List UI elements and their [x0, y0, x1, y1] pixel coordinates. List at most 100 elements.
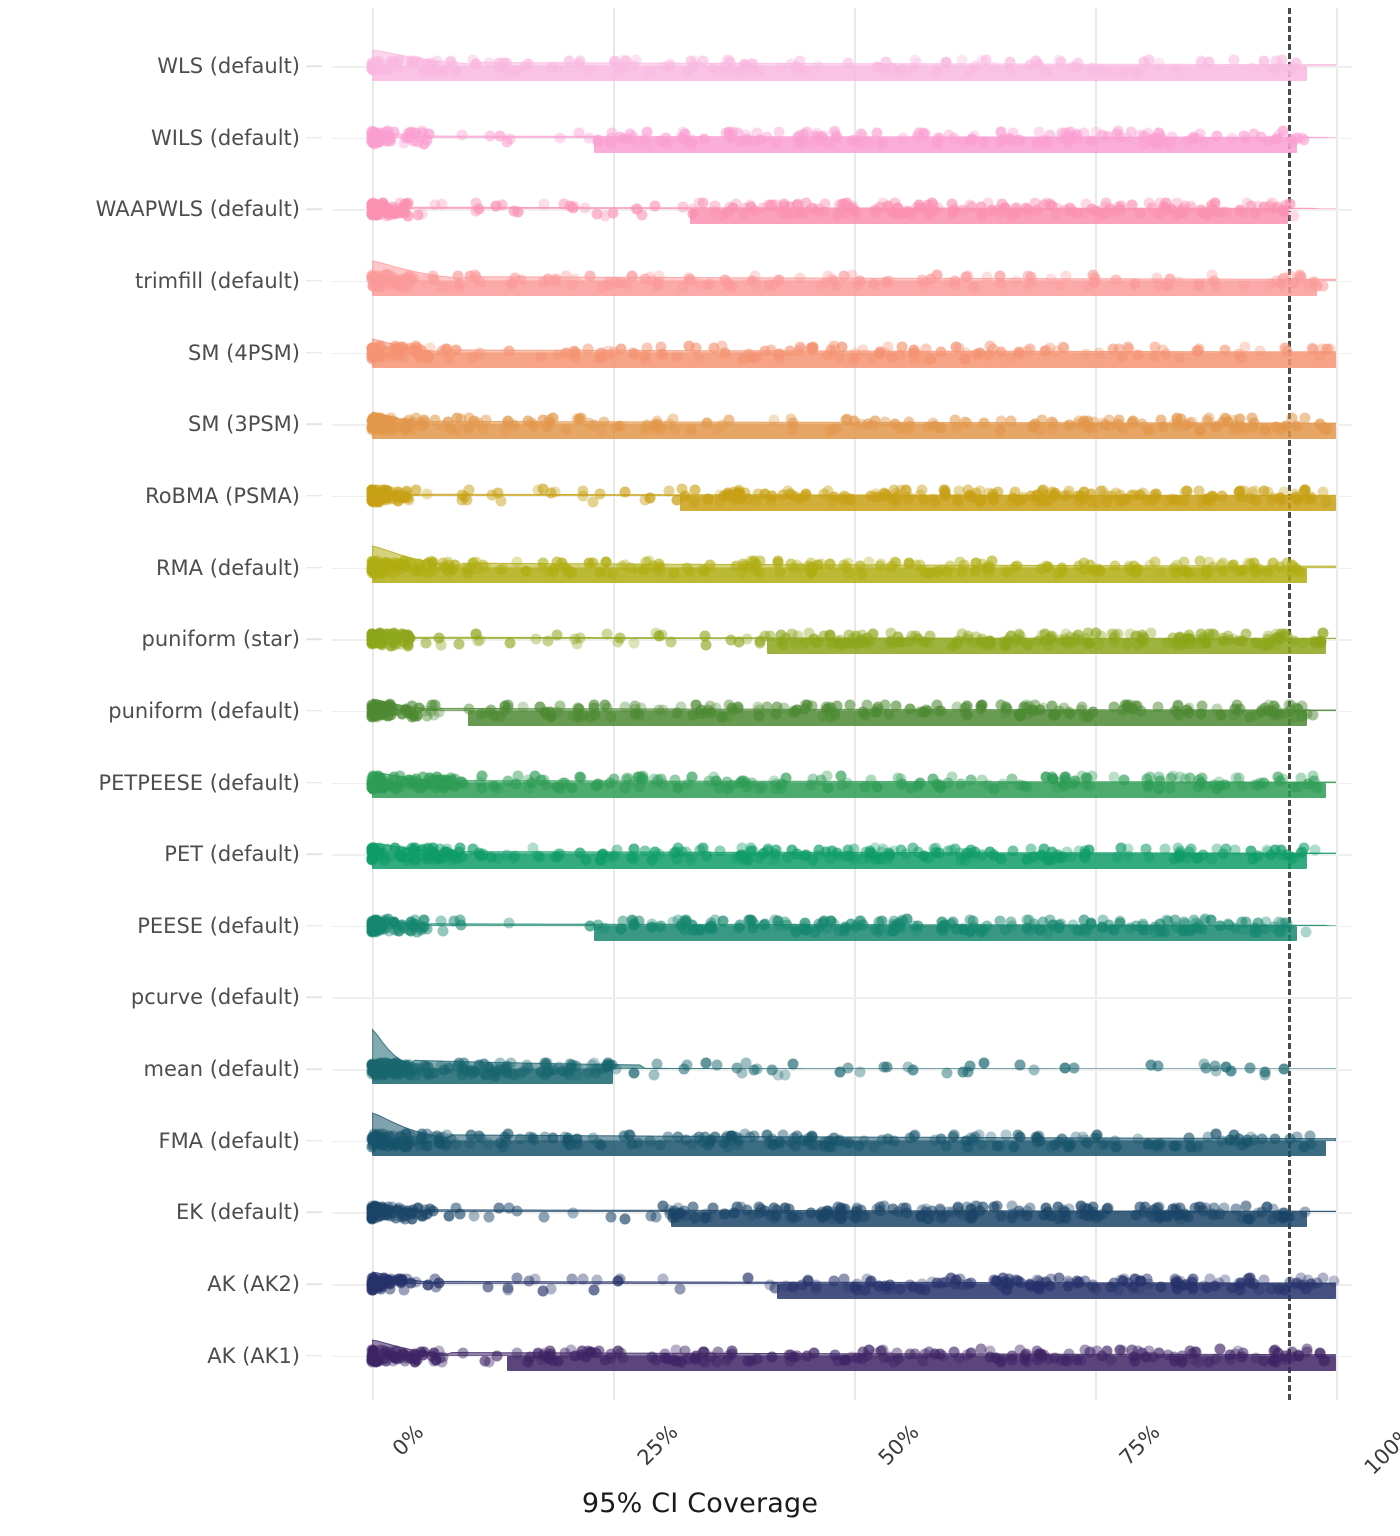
scatter-point [1118, 66, 1130, 78]
scatter-point [378, 351, 390, 363]
scatter-point [905, 782, 917, 794]
scatter-point [1024, 59, 1036, 71]
scatter-point [719, 347, 731, 359]
scatter-point [502, 775, 514, 787]
scatter-point [498, 62, 510, 74]
scatter-point [1263, 135, 1275, 147]
scatter-point [708, 206, 720, 218]
scatter-point [522, 58, 534, 70]
scatter-point [981, 271, 993, 283]
scatter-point [1140, 1351, 1152, 1363]
scatter-point [822, 349, 834, 361]
scatter-point [737, 353, 749, 365]
scatter-point [1187, 133, 1199, 145]
scatter-point [857, 853, 869, 865]
scatter-point [1078, 207, 1090, 219]
scatter-point [961, 633, 973, 645]
scatter-point [851, 209, 863, 221]
scatter-point [805, 1207, 817, 1219]
scatter-point [1086, 770, 1098, 782]
scatter-point [1126, 199, 1138, 211]
scatter-point [538, 198, 550, 210]
scatter-point [960, 347, 972, 359]
scatter-point [468, 1065, 480, 1077]
scatter-point [751, 1353, 763, 1365]
scatter-point [407, 56, 419, 68]
scatter-point [397, 1208, 409, 1220]
scatter-point [528, 420, 540, 432]
scatter-point [1059, 204, 1071, 216]
scatter-point [366, 198, 378, 210]
scatter-point [852, 279, 864, 291]
scatter-point [1032, 1131, 1044, 1143]
scatter-point [765, 344, 777, 356]
scatter-point [624, 128, 636, 140]
scatter-point [558, 198, 570, 210]
scatter-point [429, 699, 441, 711]
scatter-point [686, 771, 698, 783]
scatter-point [1299, 412, 1311, 424]
scatter-point [692, 351, 704, 363]
scatter-point [1195, 777, 1207, 789]
scatter-point [598, 922, 610, 934]
scatter-point [949, 414, 961, 426]
scatter-point [633, 708, 645, 720]
scatter-point [1121, 638, 1133, 650]
scatter-point [1305, 1138, 1317, 1150]
scatter-point [1005, 916, 1017, 928]
scatter-point [814, 131, 826, 143]
scatter-point [718, 61, 730, 73]
scatter-point [1311, 782, 1323, 794]
scatter-point [831, 130, 843, 142]
scatter-point [965, 844, 977, 856]
scatter-point [614, 632, 626, 644]
scatter-point [1111, 851, 1123, 863]
scatter-point [1082, 923, 1094, 935]
scatter-point [1276, 54, 1288, 66]
scatter-point [508, 205, 520, 217]
scatter-point [1134, 489, 1146, 501]
scatter-point [1302, 493, 1314, 505]
scatter-point [883, 847, 895, 859]
scatter-point [522, 1356, 534, 1368]
scatter-point [977, 1201, 989, 1213]
scatter-point [1262, 633, 1274, 645]
scatter-point [560, 270, 572, 282]
scatter-point [897, 1202, 909, 1214]
scatter-point [428, 274, 440, 286]
scatter-point [501, 418, 513, 430]
scatter-point [1258, 1274, 1270, 1286]
scatter-point [818, 206, 830, 218]
scatter-point [1133, 66, 1145, 78]
scatter-point [1117, 423, 1129, 435]
scatter-point [863, 556, 875, 568]
scatter-point [403, 132, 415, 144]
scatter-point [1004, 63, 1016, 75]
scatter-point [745, 555, 757, 567]
scatter-point [1095, 64, 1107, 76]
scatter-point [1025, 271, 1037, 283]
scatter-point [526, 417, 538, 429]
scatter-point [1298, 134, 1310, 146]
scatter-point [389, 842, 401, 854]
scatter-point [436, 198, 448, 210]
scatter-point [644, 492, 656, 504]
scatter-point [423, 567, 435, 579]
scatter-point [1277, 125, 1289, 137]
scatter-point [1297, 637, 1309, 649]
scatter-point [1062, 1280, 1074, 1292]
scatter-point [1070, 61, 1082, 73]
scatter-point [370, 703, 382, 715]
scatter-point [920, 704, 932, 716]
scatter-point [372, 135, 384, 147]
scatter-point [417, 771, 428, 783]
scatter-point [664, 60, 676, 72]
scatter-point [746, 777, 758, 789]
scatter-point [798, 128, 810, 140]
scatter-point [1324, 343, 1336, 355]
scatter-point [392, 62, 404, 74]
scatter-point [1114, 131, 1126, 143]
scatter-point [745, 58, 757, 70]
scatter-point [579, 202, 591, 214]
scatter-point [829, 344, 841, 356]
